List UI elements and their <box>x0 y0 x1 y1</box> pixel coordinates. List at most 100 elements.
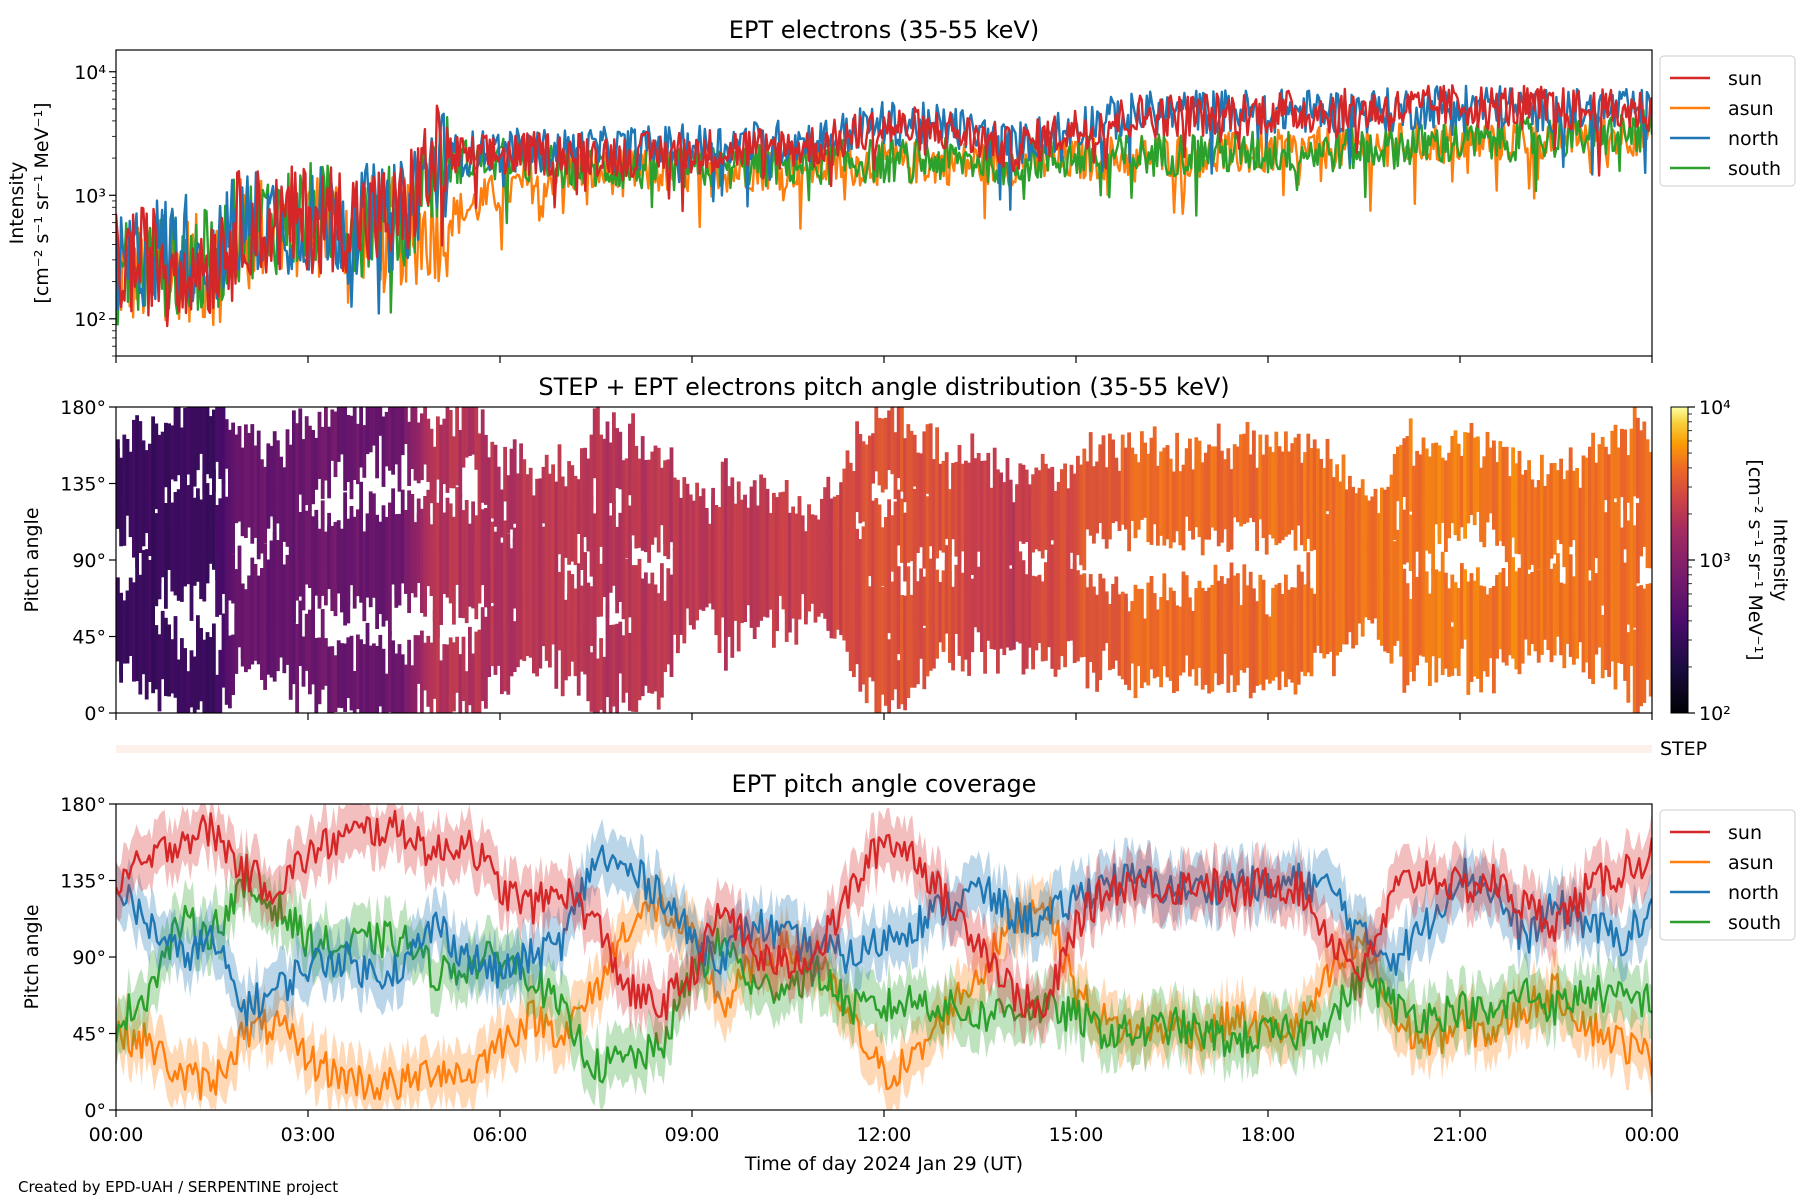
heatmap-cell <box>330 646 335 713</box>
heatmap-cell <box>1204 463 1208 540</box>
panel3-xtick-label: 21:00 <box>1433 1124 1488 1146</box>
heatmap-cell <box>391 407 395 475</box>
panel3-ytick-label: 90° <box>72 947 106 969</box>
heatmap-cell <box>660 563 664 630</box>
heatmap-cell <box>938 463 943 548</box>
heatmap-cell <box>400 489 405 561</box>
heatmap-cell <box>1293 608 1298 695</box>
heatmap-cell <box>800 539 805 592</box>
heatmap-cell <box>973 499 978 549</box>
heatmap-cell <box>1351 486 1355 536</box>
heatmap-cell <box>1322 467 1327 524</box>
heatmap-cell <box>836 536 840 630</box>
heatmap-cell <box>1044 463 1048 550</box>
heatmap-cell <box>436 543 440 638</box>
heatmap-cell <box>1076 591 1080 662</box>
heatmap-cell <box>503 607 507 692</box>
heatmap-cell <box>1130 608 1135 664</box>
heatmap-cell <box>1415 450 1419 503</box>
heatmap-cell <box>356 634 360 710</box>
heatmap-cell <box>541 526 546 577</box>
heatmap-cell <box>589 434 594 509</box>
heatmap-cell <box>615 623 619 713</box>
panel1-ytick-label: 10² <box>74 309 106 331</box>
heatmap-cell <box>189 407 194 496</box>
heatmap-cell <box>1466 432 1471 500</box>
heatmap-cell <box>1213 601 1218 674</box>
heatmap-cell <box>1216 423 1221 518</box>
heatmap-cell <box>218 407 223 479</box>
heatmap-cell <box>132 489 136 558</box>
heatmap-cell <box>362 425 367 478</box>
heatmap-cell <box>772 561 776 648</box>
heatmap-cell <box>682 477 687 562</box>
heatmap-cell <box>1098 593 1103 681</box>
panel-ept-intensity: EPT electrons (35-55 keV) 10² 10³ 10⁴ Inte… <box>6 16 1796 363</box>
heatmap-cell <box>234 452 239 524</box>
heatmap-cell <box>1373 559 1378 611</box>
heatmap-cell <box>372 493 376 560</box>
heatmap-cell <box>1229 469 1234 532</box>
heatmap-cell <box>1591 512 1595 579</box>
heatmap-cell <box>1504 497 1509 563</box>
heatmap-cell <box>1117 470 1122 531</box>
heatmap-cell <box>957 607 962 656</box>
heatmap-cell <box>736 521 741 573</box>
heatmap-cell <box>1501 568 1506 655</box>
heatmap-cell <box>1357 487 1362 559</box>
heatmap-cell <box>1514 571 1519 637</box>
heatmap-cell <box>173 616 178 698</box>
heatmap-cell <box>1405 503 1410 563</box>
heatmap-cell <box>375 407 379 479</box>
heatmap-cell <box>1012 502 1016 562</box>
heatmap-cell <box>288 532 293 620</box>
heatmap-cell <box>1117 598 1122 669</box>
heatmap-cell <box>1082 481 1087 571</box>
heatmap-cell <box>474 407 479 470</box>
heatmap-cell <box>304 510 309 567</box>
heatmap-cell <box>1127 432 1131 528</box>
heatmap-cell <box>1296 433 1301 511</box>
heatmap-cell <box>1296 591 1301 685</box>
heatmap-cell <box>634 445 639 525</box>
colorbar-ticks: 10² 10³ 10⁴ <box>1688 397 1731 725</box>
heatmap-cell <box>864 491 869 573</box>
heatmap-cell <box>989 560 994 649</box>
heatmap-cell <box>349 635 354 711</box>
heatmap-cell <box>1520 599 1525 664</box>
heatmap-cell <box>1431 493 1435 575</box>
heatmap-cell <box>295 624 299 713</box>
heatmap-cell <box>1332 477 1336 531</box>
heatmap-cell <box>1328 585 1333 652</box>
heatmap-cell <box>212 623 216 713</box>
heatmap-cell <box>1002 482 1007 544</box>
heatmap-cell <box>1044 562 1048 638</box>
heatmap-cell <box>119 595 123 676</box>
heatmap-cell <box>170 639 175 694</box>
heatmap-cell <box>1629 568 1634 657</box>
heatmap-cell <box>384 673 389 713</box>
heatmap-cell <box>442 644 447 713</box>
heatmap-cell <box>173 407 178 482</box>
heatmap-cell <box>1370 571 1375 624</box>
heatmap-cell <box>1428 593 1432 669</box>
heatmap-cell <box>1111 439 1115 524</box>
heatmap-cell <box>887 639 891 713</box>
heatmap-cell <box>1648 583 1652 647</box>
legend-label-north: north <box>1728 128 1779 150</box>
heatmap-cell <box>240 461 245 536</box>
heatmap-cell <box>605 421 610 502</box>
heatmap-cell <box>804 537 808 625</box>
heatmap-cell <box>1568 588 1573 657</box>
heatmap-cell <box>548 615 552 668</box>
heatmap-cell <box>423 496 427 566</box>
heatmap-cell <box>983 598 987 674</box>
heatmap-cell <box>484 434 488 505</box>
heatmap-cell <box>404 664 408 713</box>
heatmap-cell <box>717 523 722 611</box>
heatmap-cell <box>480 409 485 503</box>
heatmap-cell <box>624 505 629 559</box>
heatmap-cell <box>948 567 952 643</box>
heatmap-cell <box>1325 514 1330 575</box>
heatmap-cell <box>224 540 229 633</box>
